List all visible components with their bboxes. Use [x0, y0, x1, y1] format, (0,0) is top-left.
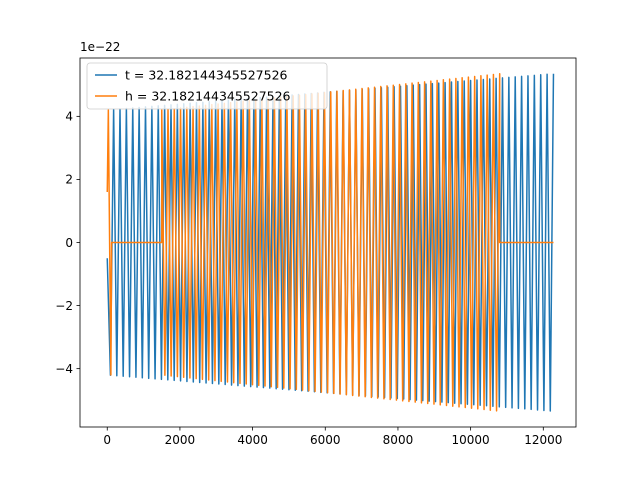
x-axis: 0 2000 4000 6000 8000 10000 12000: [103, 427, 562, 447]
x-tick-label: 10000: [452, 433, 490, 447]
legend-label: t = 32.182144345527526: [125, 68, 288, 83]
y-tick-label: 4: [65, 110, 73, 124]
x-tick-label: 4000: [237, 433, 268, 447]
x-tick-label: 6000: [310, 433, 341, 447]
series-line-h: [106, 73, 554, 412]
series-layer: [106, 73, 555, 412]
x-tick-label: 8000: [383, 433, 414, 447]
legend-box: [86, 62, 328, 110]
legend: t = 32.182144345527526 h = 32.18214434552…: [86, 62, 328, 110]
y-tick-label: −4: [55, 362, 73, 376]
legend-label: h = 32.182144345527526: [125, 89, 291, 104]
x-tick-label: 0: [103, 433, 111, 447]
x-tick-label: 2000: [165, 433, 196, 447]
y-tick-label: −2: [55, 299, 73, 313]
y-offset-label: 1e−22: [80, 40, 120, 54]
x-tick-label: 12000: [524, 433, 562, 447]
y-axis: −4 −2 0 2 4: [55, 110, 80, 376]
y-tick-label: 2: [65, 173, 73, 187]
y-tick-label: 0: [65, 236, 73, 250]
